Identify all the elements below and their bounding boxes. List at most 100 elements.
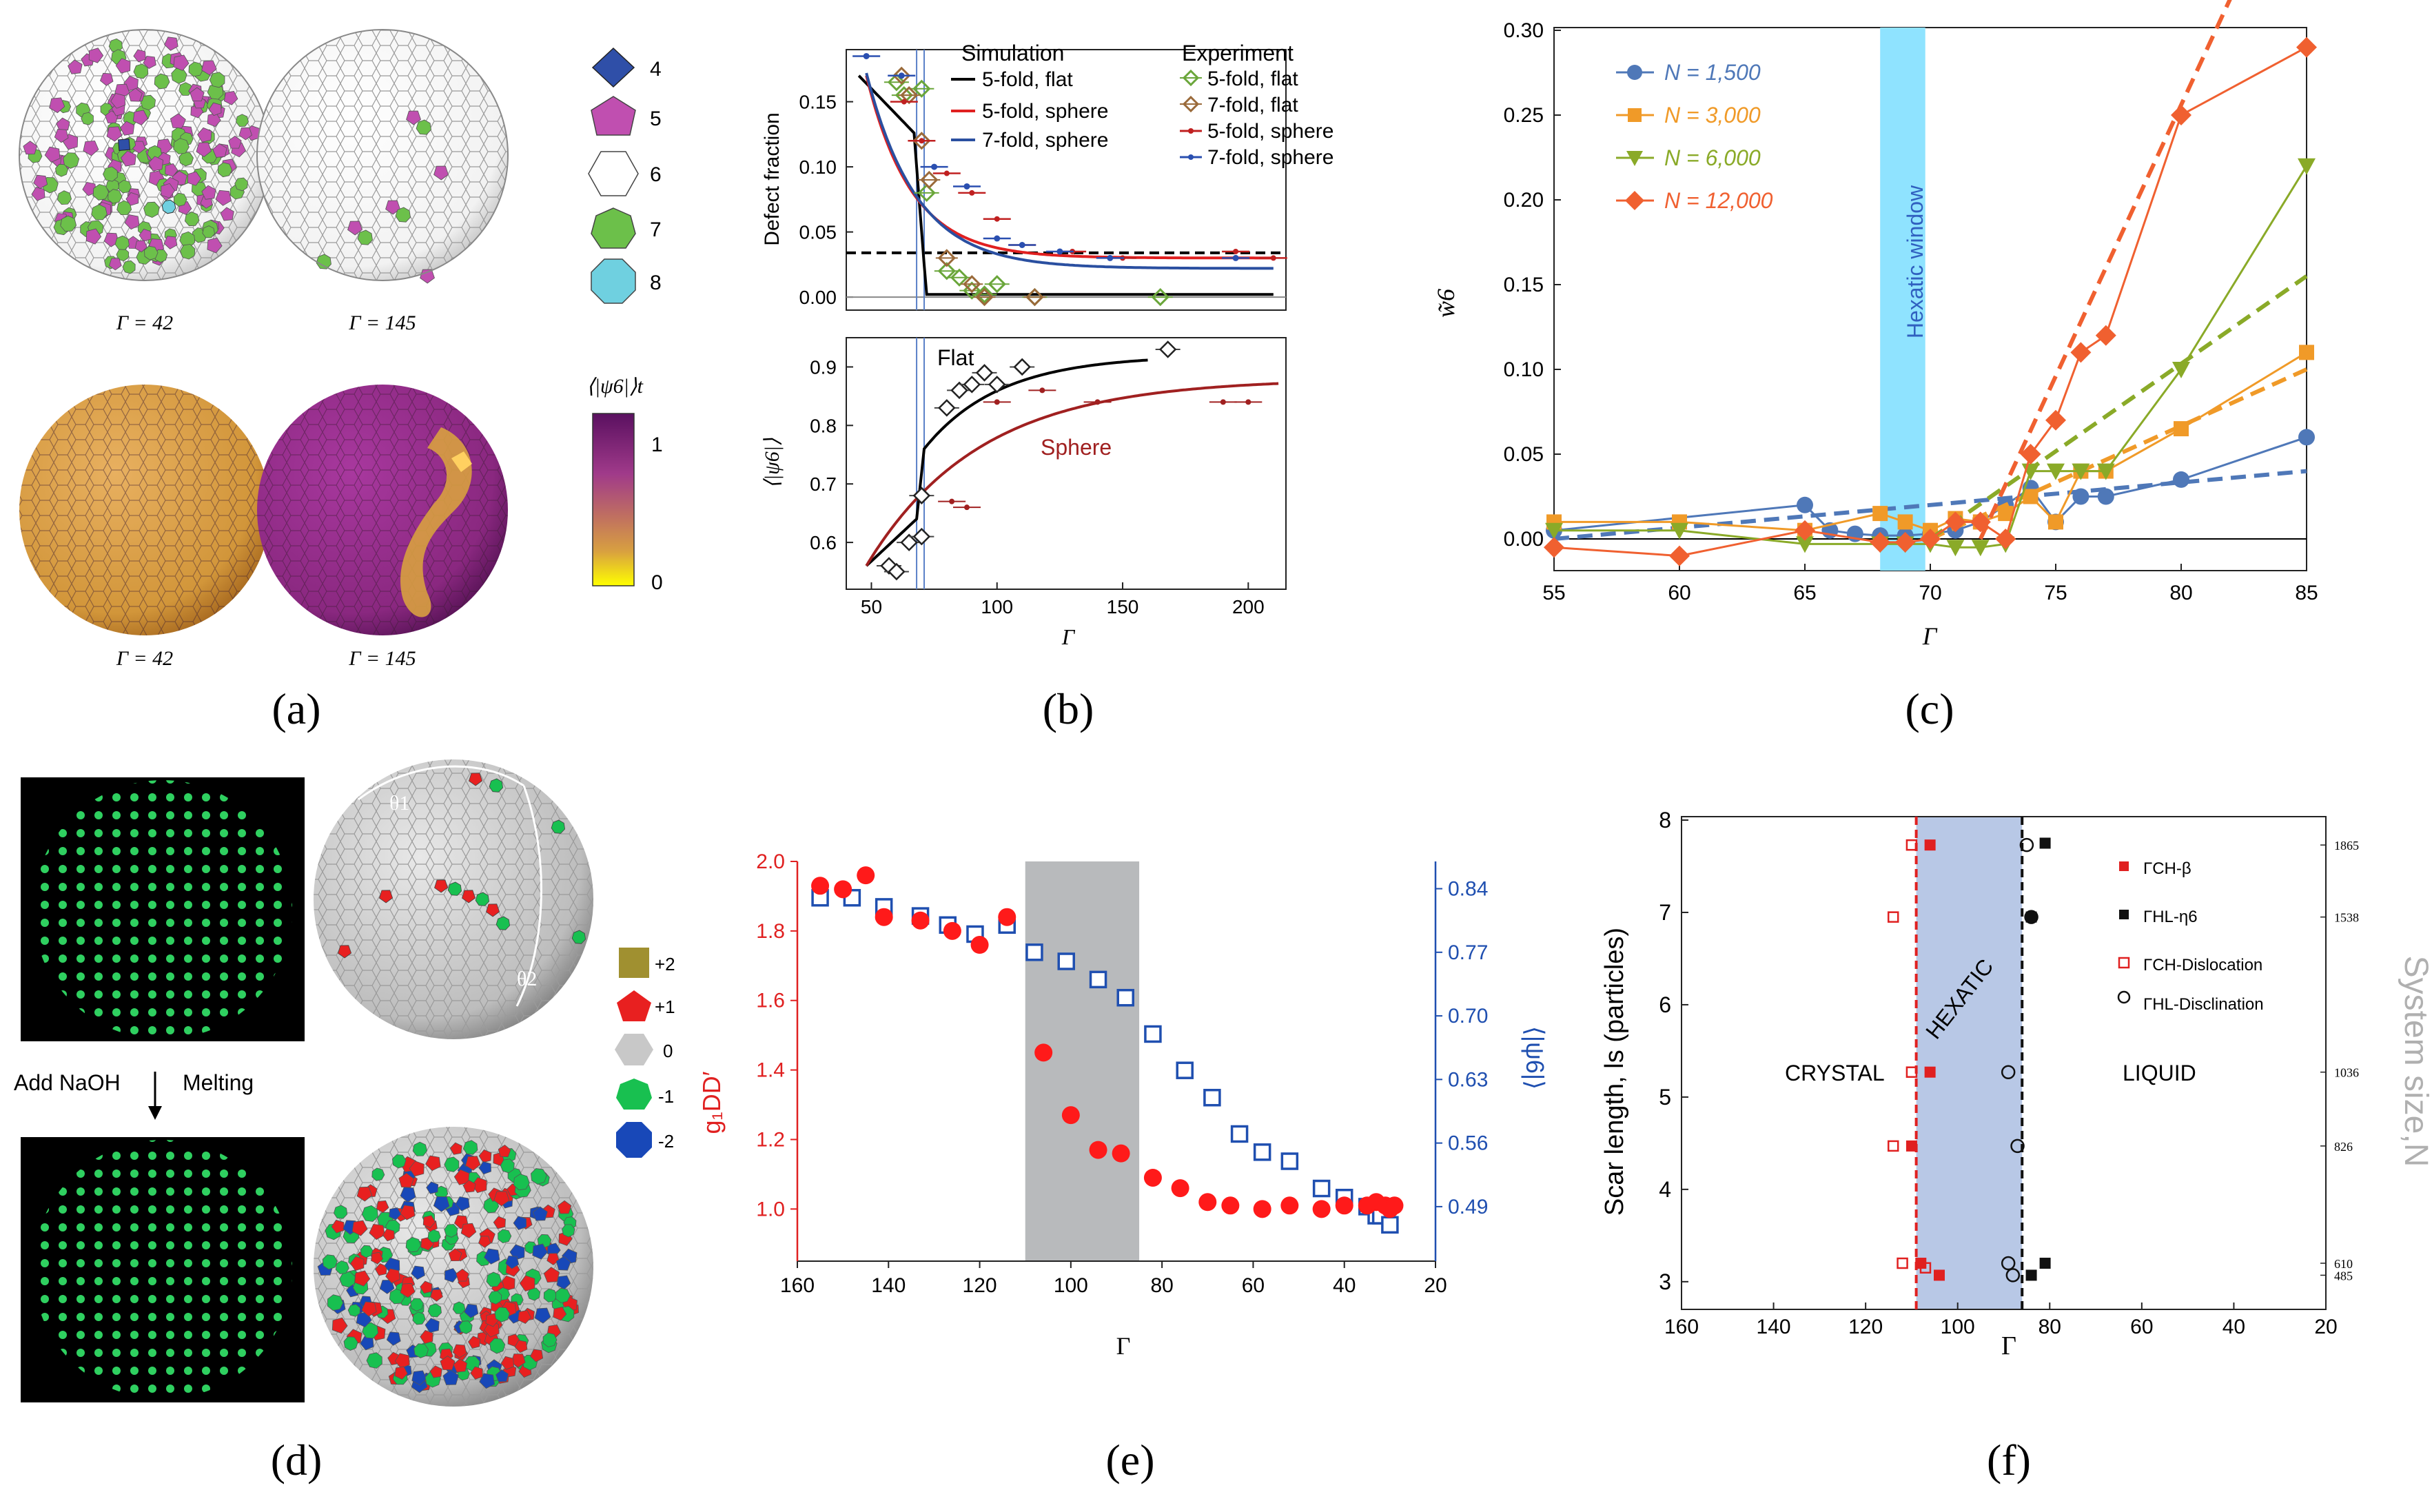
- c-point: [2298, 429, 2315, 446]
- f-xtick-label: 60: [2130, 1316, 2153, 1338]
- sphere-a4-label: Γ = 145: [348, 647, 416, 670]
- f-ytick-label: 3: [1659, 1269, 1671, 1294]
- defect-cell: [468, 1336, 481, 1349]
- f-xtick-label: 100: [1941, 1316, 1975, 1338]
- defect-cell: [212, 143, 227, 158]
- defect-cell: [500, 1158, 515, 1174]
- panel-a: Γ = 42 Γ = 145 Γ = 42 Γ = 145 4 5 6 7 8 …: [19, 29, 663, 733]
- defect-cell: [356, 1186, 373, 1202]
- defect-cell: [215, 190, 232, 206]
- defect-cell: [486, 903, 500, 917]
- b-sphere-point: [963, 504, 970, 511]
- c-ylabel: w̃6: [1432, 289, 1460, 318]
- defect-cell: [534, 1307, 551, 1324]
- colorbar-tick-top: 1: [651, 433, 663, 456]
- legend-5: 5: [650, 108, 662, 130]
- e-xtick-label: 160: [780, 1274, 815, 1297]
- defect-cell: [425, 1155, 441, 1172]
- defect-cell: [489, 778, 504, 793]
- defect-cell: [128, 88, 143, 102]
- panel-b: 0.15 0.10 0.05 0.00 0.9 0.8 0.7 0.6 50 100 150 200…: [761, 41, 1333, 733]
- f-hl-eta6-point: [2025, 1269, 2037, 1281]
- defect-cell: [100, 72, 114, 86]
- defect-cell: [488, 1291, 502, 1305]
- b-sim-5fold-flat: [857, 74, 1274, 296]
- defect-cell: [411, 1265, 425, 1280]
- defect-cell: [389, 1207, 402, 1220]
- defect-cell: [196, 142, 212, 157]
- defect-cell: [347, 221, 362, 236]
- defect-cell: [442, 1369, 459, 1385]
- e-ytick-left-label: 1.6: [756, 990, 785, 1012]
- defect-cell: [354, 1270, 371, 1287]
- defect-cell: [478, 1236, 491, 1248]
- c-point: [2045, 409, 2066, 431]
- c-point: [1946, 540, 1965, 557]
- defect-cell: [361, 1205, 378, 1222]
- defect-cell: [338, 945, 352, 959]
- defect-cell: [420, 1280, 433, 1294]
- defect-cell: [498, 1229, 512, 1244]
- b-ylabel-top: Defect fraction: [761, 112, 784, 245]
- defect-cell: [416, 119, 431, 135]
- c-xtick-label: 75: [2044, 582, 2067, 604]
- e-g-point: [1143, 1168, 1162, 1187]
- e-psi-point: [1253, 1143, 1271, 1161]
- b-exp-7fold-sphere-point: [1056, 248, 1063, 255]
- f-ytick-label: 5: [1659, 1085, 1671, 1110]
- f-ch-beta-point: [1905, 1140, 1917, 1152]
- defect-cell: [316, 254, 331, 269]
- d-legend-1: +1: [655, 997, 675, 1017]
- defect-cell: [148, 156, 164, 172]
- defect-cell: [201, 60, 217, 76]
- b-bot-ytick-label: 0.8: [810, 415, 837, 436]
- e-psi-point: [1230, 1125, 1249, 1143]
- b-xlabel: Γ: [1061, 624, 1076, 649]
- c-point: [2023, 489, 2038, 504]
- defect-cell: [530, 1168, 547, 1185]
- pentagon-plus1-icon: [617, 990, 651, 1021]
- c-series-line: [1553, 436, 2307, 537]
- b-top-ytick-label: 0.10: [799, 156, 837, 178]
- f-rtick-label: 1036: [2334, 1066, 2359, 1080]
- defect-cell: [339, 1271, 356, 1288]
- defect-cell: [470, 1366, 483, 1380]
- defect-cell: [178, 82, 193, 96]
- defect-cell: [322, 1254, 338, 1270]
- defect-cell: [335, 1260, 349, 1274]
- c-ytick-label: 0.25: [1504, 104, 1544, 127]
- f-ylabel-right: System size,N: [2398, 956, 2432, 1167]
- b-top-ytick-label: 0.05: [799, 222, 837, 243]
- e-ylabel-right: ⟨|ψ6|⟩: [1521, 1026, 1549, 1090]
- sphere-a1-label: Γ = 42: [116, 311, 173, 334]
- e-ytick-left-label: 2.0: [756, 850, 785, 873]
- e-psi-point: [1312, 1179, 1331, 1198]
- sphere-d1: θ1 θ2: [314, 759, 593, 1039]
- defect-cell: [447, 881, 462, 896]
- c-point: [2096, 463, 2115, 480]
- b-bottom-frame: [846, 337, 1287, 590]
- c-legend-label: N = 6,000: [1664, 145, 1761, 170]
- b-sphere-point: [1245, 399, 1251, 405]
- defect-cell: [462, 1180, 476, 1193]
- f-xtick-label: 140: [1757, 1316, 1791, 1338]
- e-psi-point: [1176, 1061, 1194, 1079]
- defect-cell: [180, 244, 196, 260]
- defect-cell: [55, 163, 69, 177]
- defect-cell: [133, 49, 146, 63]
- defect-cell: [412, 1141, 428, 1156]
- defect-cell: [223, 91, 238, 105]
- e-psi-point: [1203, 1088, 1221, 1107]
- e-g-point: [1385, 1196, 1404, 1215]
- c-fit-line: [1979, 0, 2232, 540]
- f-hl-disclination-point: [2001, 1256, 2016, 1271]
- b-top-ytick-label: 0.00: [799, 287, 837, 308]
- b-exp-5fold-sphere-point: [1233, 248, 1239, 254]
- f-legend-1: ΓHL-η6: [2143, 908, 2198, 926]
- e-g-point: [1335, 1196, 1353, 1215]
- f-xtick-label: 120: [1848, 1316, 1883, 1338]
- defect-cell: [238, 127, 252, 141]
- b-exp-5fold-flat-point: [912, 79, 931, 98]
- panel-label-a: (a): [272, 684, 320, 733]
